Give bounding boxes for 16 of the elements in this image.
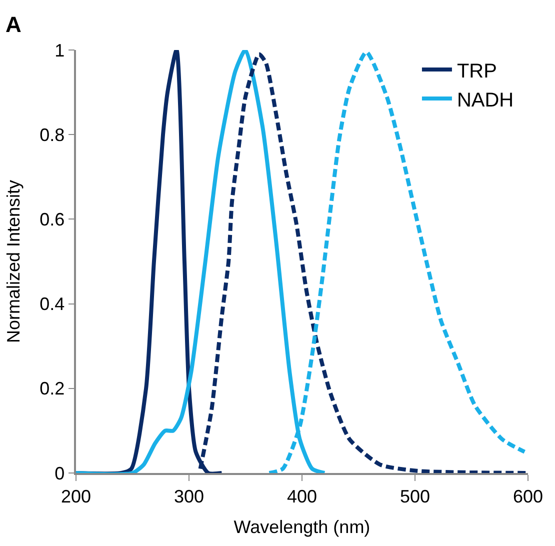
x-tick-label: 500 [400, 486, 430, 506]
y-tick-label: 0 [54, 463, 65, 484]
x-axis-title: Wavelength (nm) [234, 516, 370, 537]
y-tick-label: 0.4 [40, 294, 65, 314]
y-axis-title: Normalized Intensity [3, 180, 24, 344]
y-tick-label: 0.8 [40, 124, 65, 145]
y-tick-label: 1 [54, 40, 65, 60]
x-tick-label: 200 [60, 486, 92, 506]
x-tick-label: 300 [174, 486, 204, 506]
chart-title: A [6, 12, 22, 37]
x-tick-label: 400 [286, 486, 318, 506]
legend-label: TRP [456, 60, 497, 82]
y-tick-label: 0.6 [40, 210, 65, 230]
y-tick-label: 0.2 [40, 378, 65, 399]
legend-label: NADH [456, 89, 514, 112]
x-tick-label: 600 [512, 486, 544, 506]
